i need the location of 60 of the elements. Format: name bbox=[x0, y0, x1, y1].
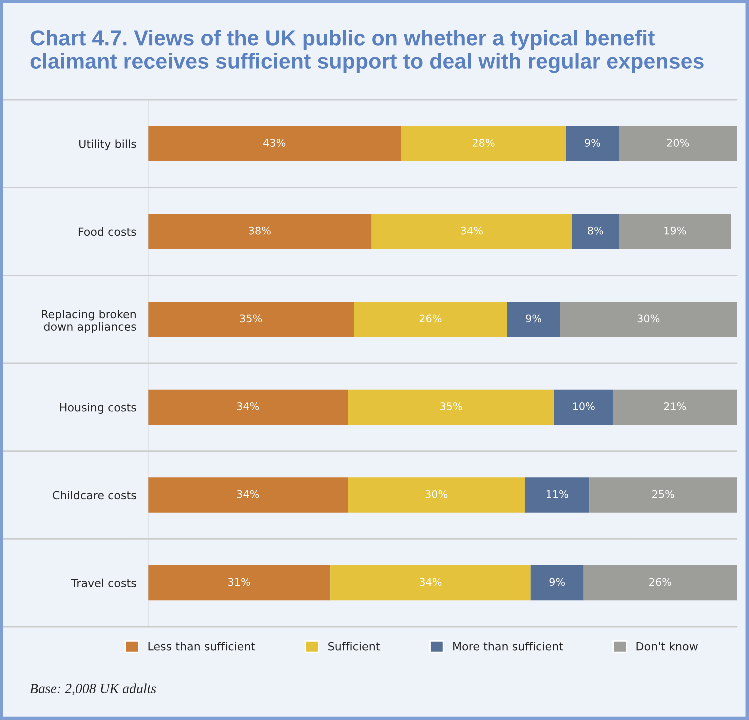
bar bbox=[330, 566, 531, 601]
bar bbox=[613, 390, 737, 425]
bar bbox=[619, 214, 732, 250]
bar bbox=[590, 478, 737, 513]
data-label: 9% bbox=[550, 578, 566, 586]
data-label: 31% bbox=[228, 578, 250, 586]
bar bbox=[566, 126, 620, 162]
data-label: 43% bbox=[264, 139, 286, 147]
data-label: 19% bbox=[664, 226, 686, 235]
data-label: 20% bbox=[667, 139, 690, 147]
data-label: 21% bbox=[664, 402, 686, 410]
y-tick-label: Replacing broken down appliances bbox=[42, 310, 136, 334]
bar bbox=[560, 302, 737, 338]
bar bbox=[348, 478, 525, 513]
data-label: 34% bbox=[461, 226, 483, 235]
bar bbox=[507, 302, 560, 338]
bar bbox=[372, 214, 572, 250]
data-label: 10% bbox=[573, 402, 595, 410]
chart-title: Chart 4.7. Views of the UK public on whether a typical benefit claimant receives sufficient support to deal with regular expenses bbox=[30, 30, 704, 74]
data-label: 25% bbox=[652, 490, 674, 498]
legend-label: More than sufficient bbox=[454, 642, 564, 651]
bar bbox=[148, 390, 348, 425]
bar bbox=[584, 566, 737, 601]
data-label: 11% bbox=[546, 490, 568, 498]
legend-label: Don't know bbox=[636, 642, 698, 651]
y-tick-label: Travel costs bbox=[71, 578, 136, 588]
bar bbox=[148, 126, 402, 162]
bar bbox=[148, 302, 354, 338]
legend-label: Sufficient bbox=[328, 642, 380, 651]
bar bbox=[148, 478, 348, 513]
bar bbox=[619, 126, 737, 162]
data-label: 9% bbox=[526, 314, 542, 323]
text: Base: 2,008 UK adults bbox=[30, 684, 156, 696]
data-label: 28% bbox=[472, 139, 495, 147]
data-label: 30% bbox=[638, 314, 660, 323]
bar bbox=[354, 302, 508, 338]
bar bbox=[148, 214, 372, 250]
bar bbox=[524, 478, 590, 513]
data-label: 30% bbox=[426, 490, 448, 498]
y-tick-label: Food costs bbox=[78, 228, 136, 236]
bar bbox=[530, 566, 584, 601]
bar bbox=[401, 126, 566, 162]
y-tick-label: Utility bills bbox=[80, 140, 136, 150]
data-label: 35% bbox=[440, 402, 462, 410]
bar bbox=[148, 566, 331, 601]
data-label: 34% bbox=[237, 402, 260, 410]
data-label: 34% bbox=[237, 490, 260, 498]
y-tick-label: Housing costs bbox=[60, 403, 136, 414]
data-label: 26% bbox=[420, 314, 442, 323]
data-label: 26% bbox=[650, 578, 672, 586]
data-label: 34% bbox=[420, 578, 442, 586]
bar bbox=[572, 214, 620, 250]
data-label: 38% bbox=[249, 226, 271, 235]
y-tick-label: Childcare costs bbox=[53, 491, 136, 500]
data-label: 35% bbox=[240, 314, 262, 323]
bar bbox=[348, 390, 554, 425]
legend-label: Less than sufficient bbox=[148, 642, 256, 651]
data-label: 8% bbox=[588, 226, 604, 235]
data-label: 9% bbox=[585, 139, 600, 147]
bar bbox=[554, 390, 614, 425]
